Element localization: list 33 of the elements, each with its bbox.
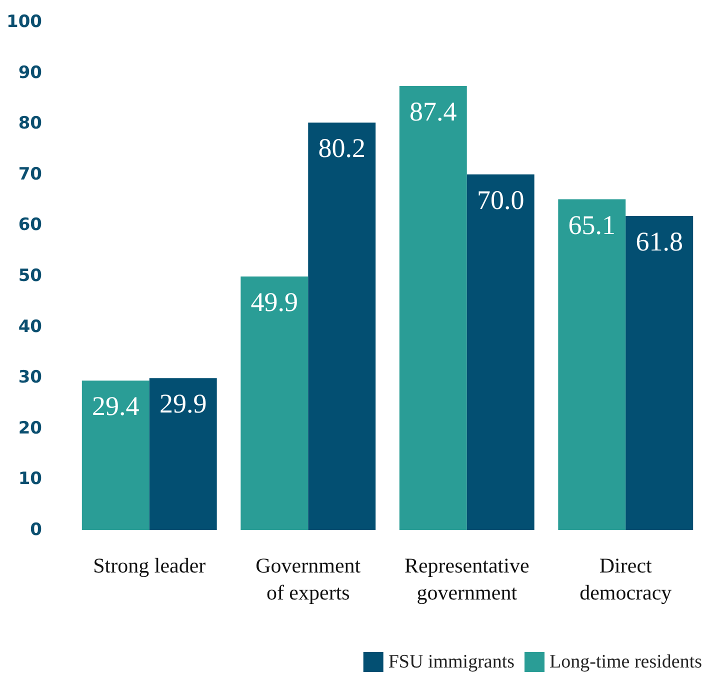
y-tick-label: 60 (18, 215, 42, 236)
legend-label: Long-time residents (550, 652, 702, 672)
y-tick-label: 10 (18, 469, 42, 490)
y-tick-label: 30 (18, 368, 42, 388)
data-label: 80.2 (318, 133, 366, 164)
data-label: 29.4 (92, 391, 140, 422)
bar (399, 86, 467, 530)
data-label: 61.8 (636, 226, 683, 257)
bar (308, 122, 376, 530)
y-tick-label: 50 (18, 266, 42, 286)
data-label: 65.1 (568, 210, 616, 240)
bar (626, 216, 694, 530)
y-tick-label: 0 (30, 520, 42, 540)
legend-label: FSU immigrants (388, 652, 515, 672)
x-tick-label: Strong leader (93, 554, 206, 578)
bar (82, 380, 150, 530)
x-tick-label: Government of experts (256, 554, 361, 604)
y-tick-label: 100 (6, 12, 42, 32)
bar (240, 276, 308, 530)
y-tick-label: 80 (18, 114, 42, 134)
y-tick-label: 20 (18, 418, 42, 438)
x-tick-label: Direct democracy (580, 554, 672, 604)
y-tick-label: 90 (18, 62, 42, 83)
data-label: 87.4 (410, 96, 458, 127)
bar (466, 174, 534, 530)
data-label: 29.9 (159, 388, 207, 419)
bar (558, 199, 626, 530)
y-tick-label: 40 (18, 316, 42, 337)
x-tick-label: Representative government (404, 554, 530, 604)
data-label: 70.0 (476, 184, 524, 215)
y-tick-label: 70 (18, 164, 42, 184)
data-label: 49.9 (250, 287, 298, 318)
bar (149, 378, 217, 530)
